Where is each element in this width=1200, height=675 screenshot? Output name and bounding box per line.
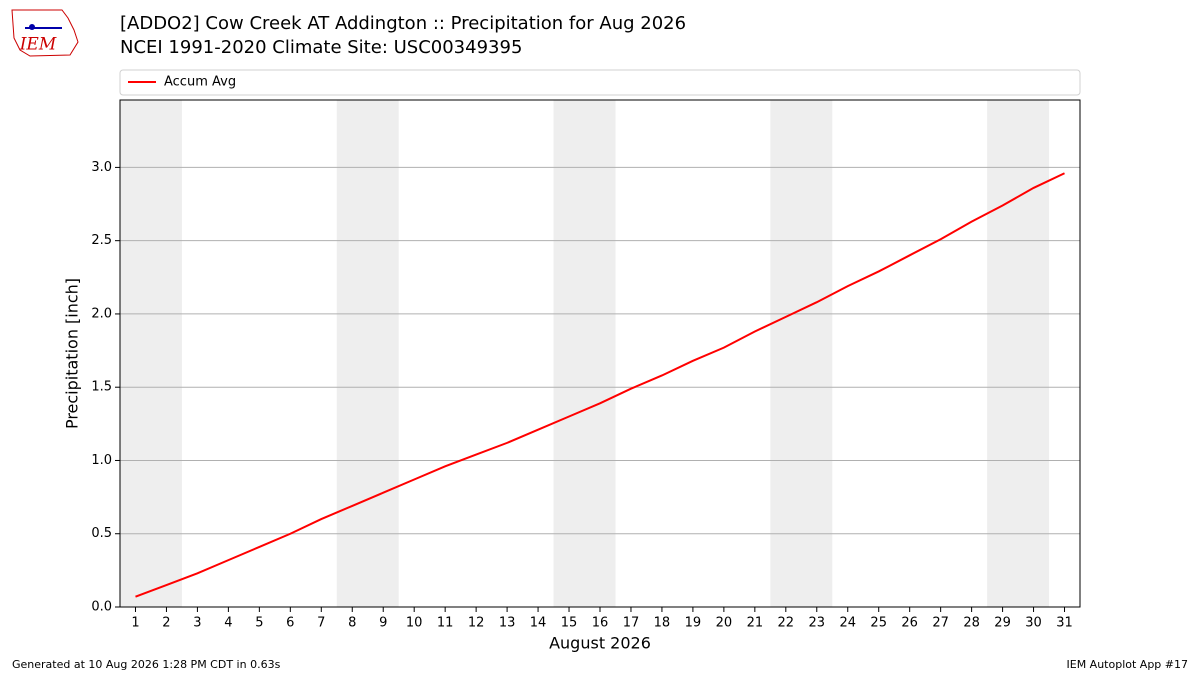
x-tick-label: 19: [685, 616, 702, 631]
legend-box: [119, 69, 1081, 96]
x-tick-label: 11: [437, 616, 454, 631]
x-tick-label: 8: [348, 616, 356, 631]
logo-outline: [11, 9, 79, 57]
weekend-band: [987, 100, 1050, 607]
x-tick-label: 1: [131, 616, 139, 631]
logo-text: IEM: [19, 35, 57, 55]
x-tick-label: 29: [994, 616, 1011, 631]
x-tick-label: 15: [561, 616, 578, 631]
x-tick-label: 10: [406, 616, 423, 631]
weekend-band: [336, 100, 399, 607]
y-tick-label: 0.5: [91, 526, 112, 541]
y-tick-label: 0.0: [91, 600, 112, 615]
x-tick-label: 3: [193, 616, 201, 631]
y-tick-label: 1.5: [91, 380, 112, 395]
x-tick-label: 21: [747, 616, 764, 631]
x-tick-label: 27: [932, 616, 949, 631]
y-tick-label: 2.0: [91, 306, 112, 321]
x-tick-label: 17: [623, 616, 640, 631]
x-tick-label: 23: [809, 616, 826, 631]
weekend-band: [770, 100, 833, 607]
logo: IEM: [11, 9, 79, 57]
x-tick-label: 9: [379, 616, 387, 631]
chart-title: [ADDO2] Cow Creek AT Addington :: Precip…: [120, 13, 686, 34]
data-line: [135, 172, 1065, 598]
x-axis-label: August 2026: [549, 634, 651, 653]
y-tick-label: 1.0: [91, 453, 112, 468]
footer-right: IEM Autoplot App #17: [1067, 658, 1189, 671]
logo-icon: [29, 24, 35, 30]
weekend-band: [120, 100, 182, 607]
y-tick-label: 2.5: [91, 233, 112, 248]
footer-left: Generated at 10 Aug 2026 1:28 PM CDT in …: [12, 658, 281, 671]
x-tick-label: 30: [1025, 616, 1042, 631]
x-tick-label: 24: [839, 616, 856, 631]
x-tick-label: 26: [901, 616, 918, 631]
x-tick-label: 4: [224, 616, 232, 631]
x-tick-label: 20: [716, 616, 733, 631]
x-tick-label: 5: [255, 616, 263, 631]
plot-frame: [119, 99, 1081, 608]
y-tick-label: 3.0: [91, 160, 112, 175]
x-tick-label: 18: [654, 616, 671, 631]
x-tick-label: 16: [592, 616, 609, 631]
x-tick-label: 2: [162, 616, 170, 631]
x-tick-label: 12: [468, 616, 485, 631]
x-tick-label: 25: [870, 616, 887, 631]
x-tick-label: 6: [286, 616, 294, 631]
x-tick-label: 14: [530, 616, 547, 631]
legend-label: Accum Avg: [164, 75, 236, 90]
x-tick-label: 13: [499, 616, 516, 631]
x-tick-label: 7: [317, 616, 325, 631]
x-tick-label: 22: [778, 616, 795, 631]
x-tick-label: 31: [1056, 616, 1073, 631]
weekend-band: [553, 100, 616, 607]
y-axis-label: Precipitation [inch]: [63, 278, 82, 429]
x-tick-label: 28: [963, 616, 980, 631]
chart-subtitle: NCEI 1991-2020 Climate Site: USC00349395: [120, 37, 522, 58]
